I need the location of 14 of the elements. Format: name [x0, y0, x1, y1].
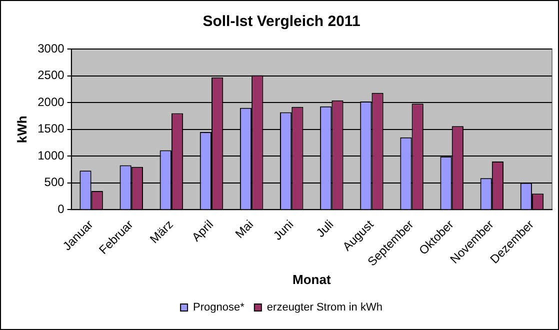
x-tick-label: Juli [314, 217, 336, 240]
y-tick-label: 3000 [38, 41, 65, 56]
legend-label: Prognose* [193, 302, 246, 314]
y-tick-label: 2500 [38, 68, 65, 82]
legend-label: erzeugter Strom in kWh [266, 302, 382, 314]
y-tick-label: 1000 [38, 148, 65, 162]
x-axis-title: Monat [292, 272, 332, 287]
y-tick-label: 1500 [38, 122, 65, 136]
y-tick-label: 2000 [38, 94, 65, 109]
y-axis-title: kWh [14, 116, 30, 144]
x-tick-label: Mai [232, 217, 256, 241]
y-tick-label: 0 [58, 202, 65, 216]
y-tick-label: 500 [44, 175, 65, 190]
chart-title: Soll-Ist Vergleich 2011 [202, 13, 360, 30]
